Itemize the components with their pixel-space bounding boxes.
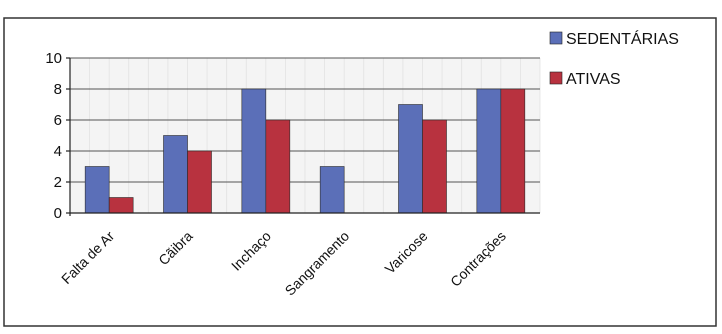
y-tick-label: 8	[54, 81, 62, 98]
bars	[84, 88, 526, 214]
y-tick-label: 6	[54, 112, 62, 129]
y-tick-labels: 0 2 4 6 8 10	[45, 50, 62, 222]
bar-sedentarias	[84, 166, 110, 214]
legend: SEDENTÁRIAS ATIVAS	[549, 29, 679, 88]
bar-sedentarias	[319, 166, 345, 214]
bar-sedentarias	[398, 104, 423, 214]
y-tick-label: 0	[54, 205, 62, 222]
y-tick-label: 10	[45, 50, 62, 67]
bar-sedentarias	[163, 135, 188, 214]
bar-sedentarias	[476, 88, 502, 214]
bar-ativas	[187, 150, 212, 214]
bar-ativas	[265, 119, 291, 214]
bar-ativas	[500, 88, 526, 214]
legend-label: ATIVAS	[566, 71, 621, 88]
bar-sedentarias	[241, 88, 267, 214]
bar-ativas	[422, 119, 447, 214]
y-tick-label: 2	[54, 174, 62, 191]
axes	[66, 57, 540, 216]
legend-label: SEDENTÁRIAS	[566, 29, 679, 48]
legend-swatch	[549, 31, 563, 45]
bar-ativas	[108, 197, 134, 214]
legend-swatch	[549, 71, 563, 85]
y-tick-label: 4	[54, 143, 62, 160]
